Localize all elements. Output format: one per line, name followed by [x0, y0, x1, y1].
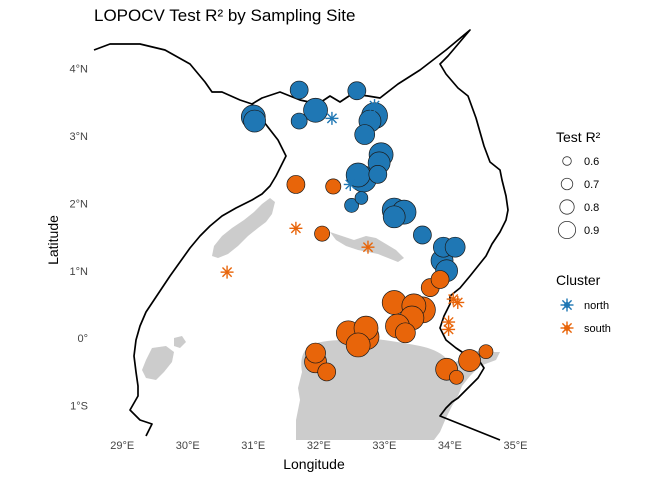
x-tick-label: 35°E	[503, 440, 527, 452]
site-star-north-stroke	[345, 179, 356, 190]
x-tick-label: 33°E	[372, 440, 396, 452]
legend-cluster-title: Cluster	[556, 272, 601, 288]
site-point-north	[382, 205, 406, 229]
site-star-south	[220, 265, 234, 279]
site-star-south-stroke	[452, 297, 463, 308]
site-point-north	[413, 225, 432, 245]
site-star-north-stroke	[369, 100, 380, 111]
legend-cluster-label: north	[584, 300, 609, 312]
x-tick-label: 30°E	[176, 440, 200, 452]
y-tick-label: 3°N	[70, 131, 89, 143]
site-star-south-stroke	[290, 223, 301, 234]
site-point-north	[444, 236, 466, 258]
x-tick-label: 34°E	[438, 440, 462, 452]
site-star-south-stroke	[443, 316, 454, 328]
site-point-north	[344, 198, 359, 213]
site-star-south	[289, 221, 303, 235]
site-point-north	[354, 191, 369, 205]
site-star-south-stroke	[448, 294, 459, 305]
site-point-south	[449, 369, 464, 385]
site-star-south-stroke	[362, 242, 374, 253]
x-tick-label: 32°E	[307, 440, 331, 452]
site-point-north	[290, 112, 308, 130]
site-star-south	[442, 322, 456, 336]
sampling-sites	[220, 80, 494, 385]
site-point-north	[354, 124, 376, 145]
site-point-south	[286, 175, 306, 194]
legend-size-symbol	[560, 177, 574, 191]
legend-size-symbol	[559, 199, 575, 215]
legend-cluster-dot-north	[564, 302, 570, 308]
x-tick-label: 29°E	[110, 440, 134, 452]
site-star-north-stroke	[326, 113, 338, 124]
legend-cluster-items: north south	[560, 298, 611, 335]
legend-size-title: Test R²	[556, 129, 601, 145]
site-star-north	[325, 111, 339, 125]
x-tick-label: 31°E	[241, 440, 265, 452]
y-tick-label: 1°N	[70, 266, 89, 278]
site-point-south	[325, 178, 342, 195]
legend-size-label: 0.7	[584, 179, 599, 191]
site-point-south	[345, 332, 371, 358]
site-star-south	[361, 240, 375, 254]
x-axis-ticks: 29°E 30°E 31°E 32°E 33°E 34°E 35°E	[110, 440, 527, 452]
site-point-north	[289, 80, 309, 100]
legend-size-label: 0.8	[584, 202, 599, 214]
legend-cluster: Cluster north south	[556, 272, 611, 335]
y-tick-label: 0°	[77, 333, 88, 345]
site-point-south	[430, 270, 450, 289]
site-star-south-stroke	[221, 267, 233, 278]
site-star-south-stroke	[443, 324, 454, 335]
y-tick-label: 4°N	[70, 63, 89, 75]
legend-size-symbol	[557, 220, 577, 240]
map-title: LOPOCV Test R² by Sampling Site	[94, 6, 355, 25]
site-point-north	[243, 109, 266, 133]
site-point-south	[394, 322, 416, 344]
legend-cluster-dot-south	[564, 325, 570, 331]
y-tick-label: 2°N	[70, 198, 89, 210]
legend-cluster-label: south	[584, 323, 611, 335]
site-star-north	[368, 99, 382, 113]
uganda-border-west	[129, 103, 287, 437]
site-point-north	[368, 164, 388, 184]
site-point-south	[478, 344, 494, 360]
lake-edward	[142, 346, 174, 380]
lake-george	[174, 336, 186, 348]
site-point-south	[305, 342, 326, 364]
site-point-north	[347, 81, 367, 101]
site-point-north	[303, 97, 328, 123]
lake-albert	[212, 198, 275, 258]
legend-size: Test R² 0.6 0.7 0.8 0.9	[556, 129, 601, 240]
site-star-south	[451, 295, 465, 309]
y-axis-ticks: 1°S 0° 1°N 2°N 3°N 4°N	[70, 63, 89, 412]
legend-size-label: 0.9	[584, 225, 599, 237]
site-point-south	[458, 349, 481, 372]
x-axis-label: Longitude	[283, 456, 345, 472]
site-point-south	[317, 362, 337, 382]
y-tick-label: 1°S	[70, 401, 88, 413]
y-axis-label: Latitude	[45, 215, 61, 265]
site-star-north	[343, 177, 357, 191]
legend-size-items: 0.6 0.7 0.8 0.9	[557, 156, 599, 240]
legend-size-label: 0.6	[584, 156, 599, 168]
legend-size-symbol	[562, 156, 572, 166]
site-point-south	[314, 225, 331, 242]
